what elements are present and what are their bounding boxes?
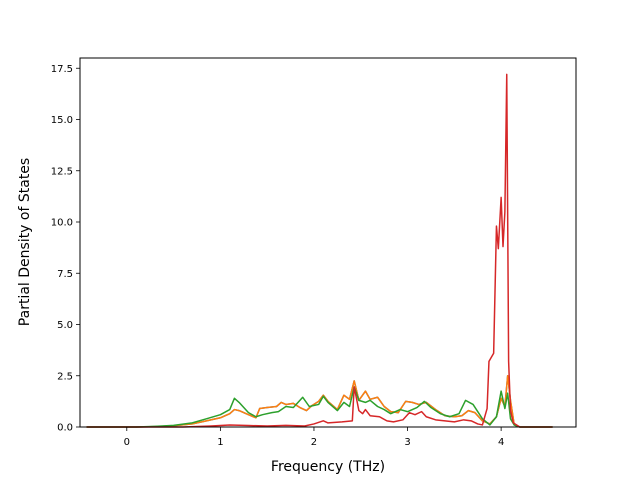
y-tick-label: 10.0 — [51, 218, 73, 229]
x-tick-label: 3 — [404, 437, 410, 448]
y-axis-label: Partial Density of States — [17, 158, 33, 326]
y-tick-label: 12.5 — [51, 166, 73, 177]
series-line-3 — [86, 386, 553, 428]
y-tick-label: 5.0 — [57, 320, 73, 331]
y-axis-ticks: 0.0 2.5 5.0 7.5 10.0 12.5 15.0 17.5 — [51, 64, 80, 434]
x-tick-label: 1 — [217, 437, 223, 448]
y-tick-label: 0.0 — [57, 423, 73, 434]
axes-frame — [79, 57, 577, 428]
series-line-4 — [86, 73, 553, 428]
x-axis-label: Frequency (THz) — [271, 459, 385, 475]
y-tick-label: 2.5 — [57, 371, 73, 382]
series-layer — [86, 73, 553, 428]
series-line-2 — [86, 375, 553, 428]
x-tick-label: 2 — [311, 437, 317, 448]
y-tick-label: 17.5 — [51, 64, 73, 75]
x-tick-label: 0 — [124, 437, 130, 448]
x-axis-ticks: 0 1 2 3 4 — [124, 427, 504, 448]
x-tick-label: 4 — [498, 437, 504, 448]
y-tick-label: 15.0 — [51, 115, 73, 126]
y-tick-label: 7.5 — [57, 269, 73, 280]
